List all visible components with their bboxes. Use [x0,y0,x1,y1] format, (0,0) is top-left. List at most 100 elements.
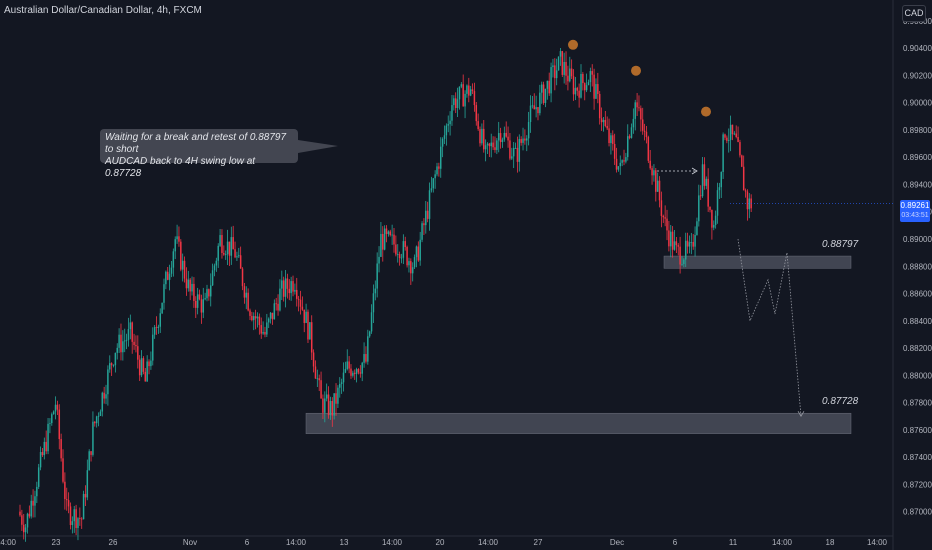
candle-body [713,224,715,228]
candle-body [447,124,449,126]
candle-body [737,136,739,143]
callout-pointer [298,140,338,153]
candle-body [138,359,141,376]
candle-body [436,166,438,175]
candle-body [729,124,732,140]
candle-body [686,240,689,247]
candle-body [153,327,156,335]
candle-body [230,237,233,256]
candle-body [193,283,195,301]
candle-body [419,239,421,261]
candle-body [363,354,365,363]
candle-body [163,284,165,303]
candle-body [505,132,507,137]
candle-body [129,322,132,330]
candle-body [440,146,442,169]
candle-body [157,326,160,328]
candle-body [277,303,279,311]
candle-body [253,316,255,321]
x-tick-label: 14:00 [286,538,307,547]
candle-body [342,372,345,383]
candle-body [501,139,504,143]
candle-body [621,160,623,163]
candle-body [292,281,294,292]
candle-body [22,524,25,533]
candle-body [428,190,431,219]
candle-body [28,513,31,517]
x-tick-label: Nov [183,538,197,547]
candle-body [165,271,167,285]
candle-body [582,73,584,84]
candle-body [705,178,708,186]
candle-body [598,93,601,119]
candle-body [213,265,216,271]
candle-body [340,382,343,384]
candle-body [49,423,51,424]
candle-body [365,354,367,362]
candle-body [563,61,565,75]
candle-body [236,256,238,258]
candle-body [612,135,614,144]
candle-body [540,84,543,93]
candle-body [507,136,509,141]
candle-body [208,289,210,297]
candle-body [636,102,638,108]
currency-button[interactable]: CAD [902,5,926,22]
candle-body [269,312,272,319]
candle-body [206,289,208,299]
x-tick-label: 20 [436,538,445,547]
projected-path [737,238,802,417]
candle-body [355,369,358,374]
candle-body [185,278,188,289]
candle-body [587,82,590,86]
candle-body [438,166,440,169]
candle-body [389,231,392,236]
candle-body [71,521,74,526]
candle-body [232,237,234,250]
last-price-value: 0.89261 [900,201,930,210]
candle-body [262,331,264,334]
candle-body [744,190,747,192]
candle-body [51,414,53,424]
candle-body [509,140,511,159]
candle-body [548,80,550,94]
candle-body [290,281,292,294]
candle-body [703,164,706,186]
candle-body [374,288,377,294]
candle-body [393,234,395,245]
candle-body [339,383,341,388]
candle-body [258,316,261,326]
candle-body [378,256,380,264]
candle-body [497,133,500,141]
candle-body [554,65,556,79]
candle-body [77,518,79,528]
last-price-tag: 0.89261 03:43:51 [900,200,930,222]
candle-body [90,451,92,455]
candle-body [426,210,429,219]
callout-note[interactable]: Waiting for a break and retest of 0.8879… [100,129,298,179]
candle-body [593,74,595,99]
candle-body [640,108,642,120]
candle-body [606,126,608,129]
candle-body [348,361,350,369]
y-tick-label: 0.88200 [903,344,932,353]
candle-body [668,230,670,247]
candle-body [150,360,152,367]
candle-body [690,242,693,243]
candle-body [312,352,315,367]
candle-body [550,67,552,94]
candle-body [718,187,721,191]
candle-body [460,84,463,87]
candle-body [696,221,698,235]
upper-zone-label: 0.88797 [822,239,859,250]
candle-body [454,98,457,109]
candle-body [198,294,201,300]
candle-body [445,125,448,136]
candle-body [726,137,728,141]
candle-body [608,128,610,144]
candle-body [529,105,532,122]
candle-body [99,411,102,417]
candle-body [469,89,472,96]
